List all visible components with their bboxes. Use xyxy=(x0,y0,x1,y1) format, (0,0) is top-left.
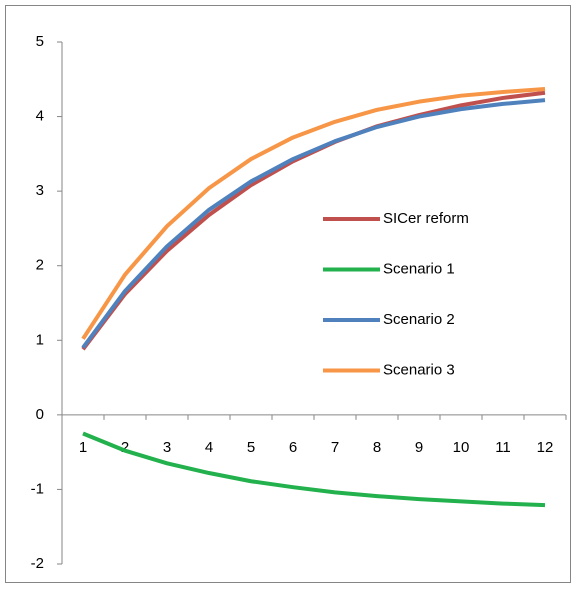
x-tick-label: 10 xyxy=(453,439,470,456)
legend-label: Scenario 2 xyxy=(383,311,455,328)
x-tick-label: 3 xyxy=(163,439,171,456)
series-line xyxy=(81,86,546,340)
x-tick-label: 12 xyxy=(537,439,554,456)
legend-label: Scenario 1 xyxy=(383,260,455,277)
x-tick-label: 6 xyxy=(289,439,297,456)
y-tick-label: 1 xyxy=(36,331,44,348)
x-tick-label: 9 xyxy=(415,439,423,456)
y-tick-label: -2 xyxy=(31,555,44,572)
series-line xyxy=(82,431,546,508)
y-tick-label: 5 xyxy=(36,33,44,50)
series-line xyxy=(81,98,546,349)
x-tick-label: 1 xyxy=(79,439,87,456)
x-tick-label: 7 xyxy=(331,439,339,456)
legend-label: Scenario 3 xyxy=(383,361,455,378)
x-tick-label: 4 xyxy=(205,439,213,456)
y-tick-label: 0 xyxy=(36,406,44,423)
legend-label: SICer reform xyxy=(383,210,469,227)
y-tick-label: 3 xyxy=(36,182,44,199)
y-tick-label: 2 xyxy=(36,257,44,274)
x-tick-label: 8 xyxy=(373,439,381,456)
x-tick-label: 11 xyxy=(495,439,511,456)
x-tick-label: 5 xyxy=(247,439,255,456)
x-tick-label: 2 xyxy=(121,439,129,456)
y-tick-label: 4 xyxy=(36,108,44,125)
y-tick-label: -1 xyxy=(31,480,44,497)
